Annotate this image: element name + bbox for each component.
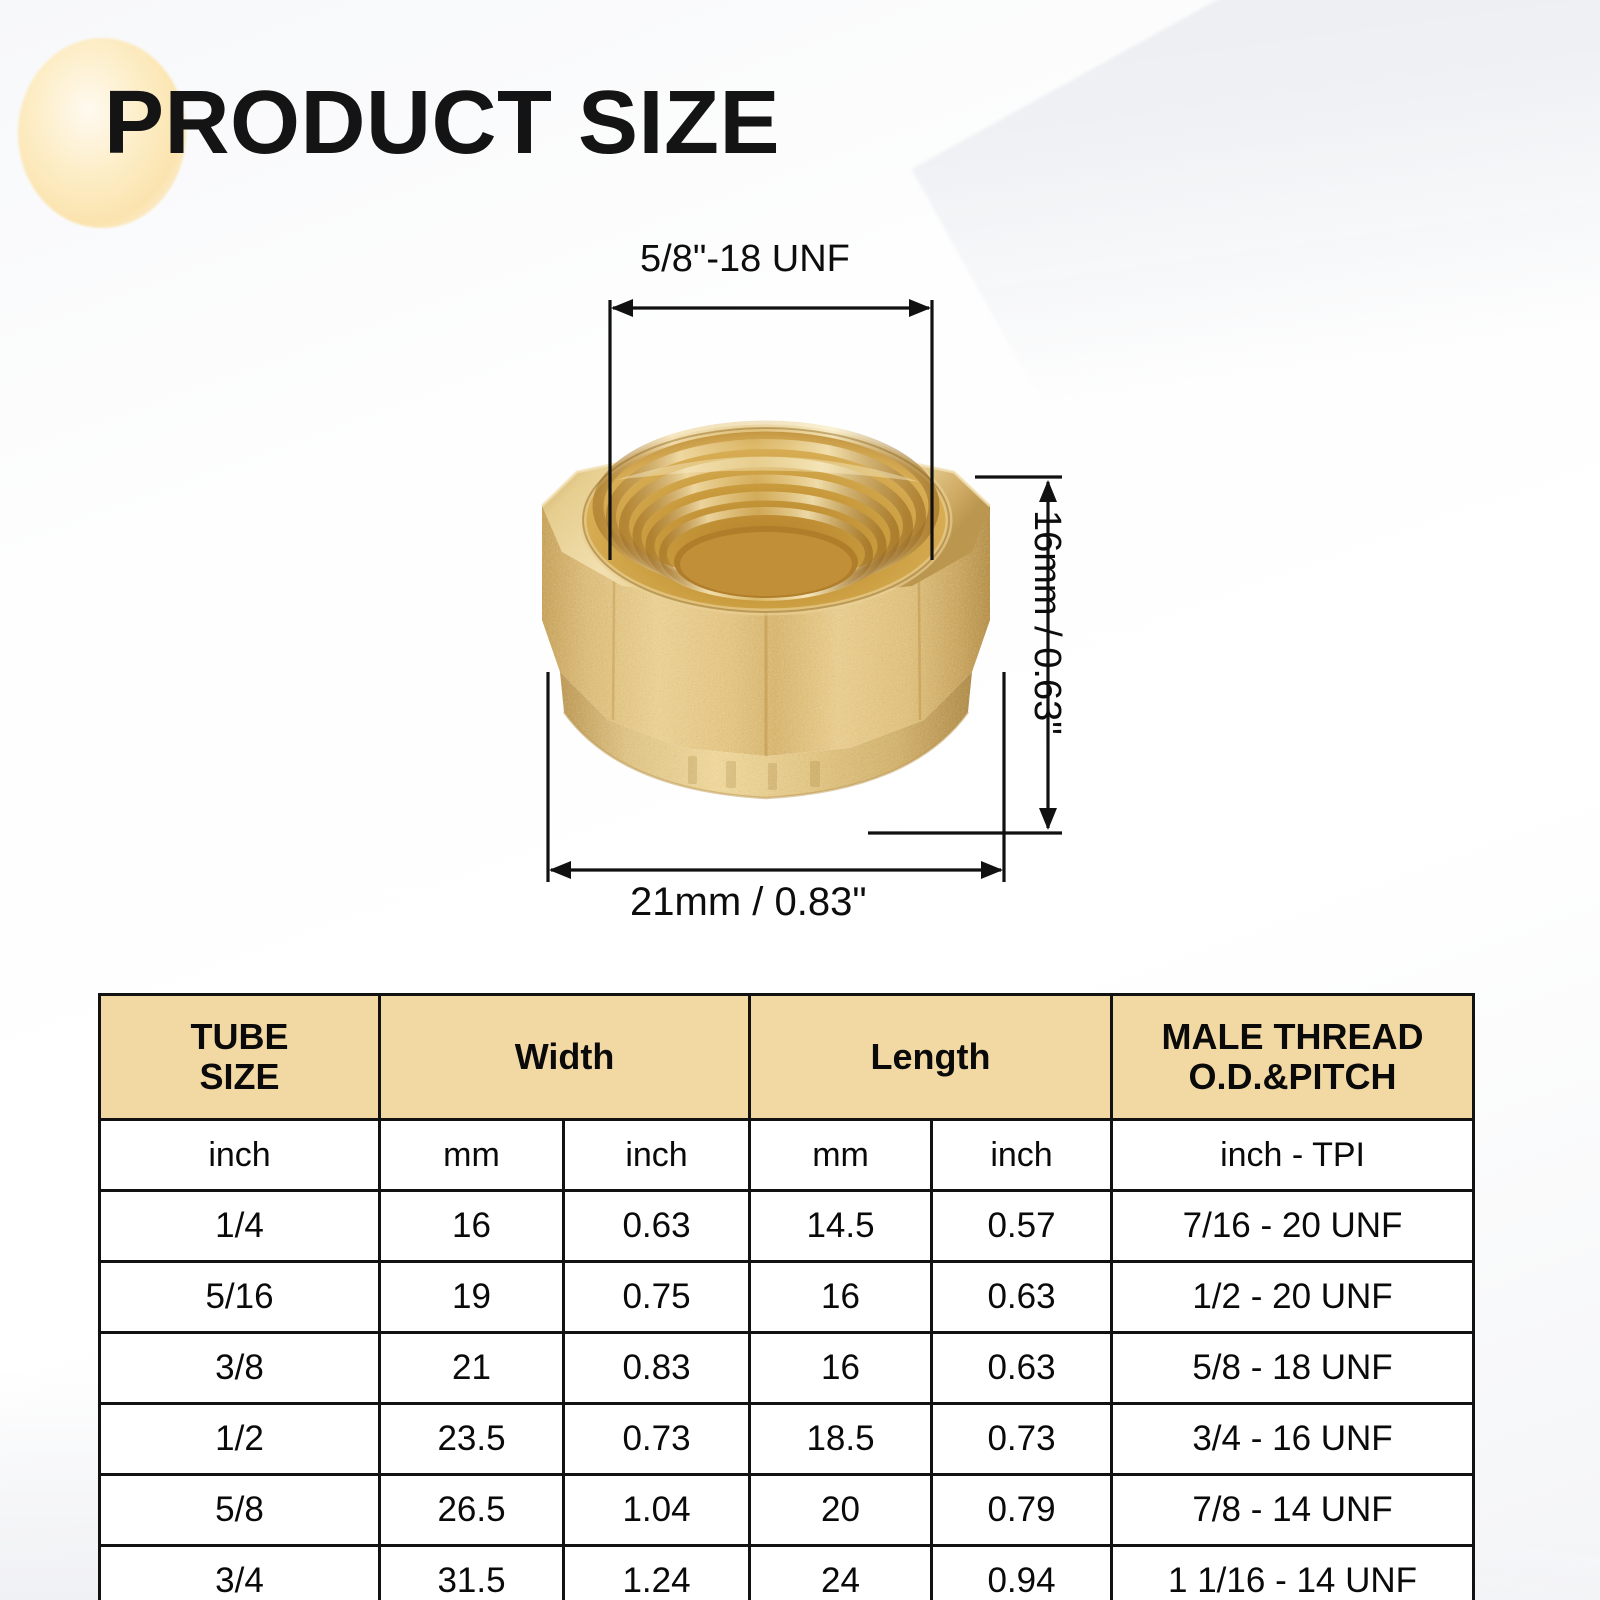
unit-length-mm: mm (748, 1118, 934, 1192)
header-tube-size-line2: SIZE (199, 1056, 280, 1097)
cell-thread: 3/4 - 16 UNF (1110, 1402, 1476, 1476)
cell-thread: 5/8 - 18 UNF (1110, 1331, 1476, 1405)
cell-width-mm: 31.5 (378, 1544, 565, 1600)
cell-tube-size: 1/2 (98, 1402, 381, 1476)
cell-thread: 1/2 - 20 UNF (1110, 1260, 1476, 1334)
table-row: 5/16 19 0.75 16 0.63 1/2 - 20 UNF (98, 1260, 1476, 1334)
cell-width-inch: 0.83 (561, 1331, 752, 1405)
product-size-table: TUBE SIZE Width Length MALE THREAD O.D.&… (98, 993, 1476, 1600)
unit-width-mm: mm (378, 1118, 565, 1192)
unit-thread: inch - TPI (1110, 1118, 1476, 1192)
header-male-thread: MALE THREAD O.D.&PITCH (1110, 993, 1476, 1121)
header-male-thread-line1: MALE THREAD (1161, 1015, 1424, 1057)
header-tube-size-line1: TUBE (190, 1015, 289, 1057)
cell-length-mm: 20 (748, 1473, 934, 1547)
cell-width-inch: 1.04 (561, 1473, 752, 1547)
table-units-row: inch mm inch mm inch inch - TPI (98, 1118, 1476, 1192)
cell-tube-size: 3/4 (98, 1544, 381, 1600)
cell-tube-size: 5/8 (98, 1473, 381, 1547)
cell-length-mm: 14.5 (748, 1189, 934, 1263)
cell-width-inch: 1.24 (561, 1544, 752, 1600)
cell-width-mm: 16 (378, 1189, 565, 1263)
cell-length-inch: 0.57 (930, 1189, 1114, 1263)
dimension-label-height: 16mm / 0.63" (1026, 510, 1068, 735)
cell-length-inch: 0.63 (930, 1331, 1114, 1405)
unit-width-inch: inch (561, 1118, 752, 1192)
brass-hex-cap-nut-image (540, 420, 992, 800)
product-illustration-zone: 5/8"-18 UNF 16mm / 0.63" 21mm / 0.83" (0, 220, 1600, 960)
cell-width-inch: 0.63 (561, 1189, 752, 1263)
cell-length-mm: 16 (748, 1331, 934, 1405)
header-male-thread-line2: O.D.&PITCH (1188, 1056, 1397, 1097)
cell-tube-size: 3/8 (98, 1331, 381, 1405)
table-row: 1/2 23.5 0.73 18.5 0.73 3/4 - 16 UNF (98, 1402, 1476, 1476)
cell-length-inch: 0.63 (930, 1260, 1114, 1334)
cell-length-inch: 0.94 (930, 1544, 1114, 1600)
cell-length-inch: 0.79 (930, 1473, 1114, 1547)
table-header-row: TUBE SIZE Width Length MALE THREAD O.D.&… (98, 993, 1476, 1121)
cell-width-inch: 0.75 (561, 1260, 752, 1334)
table-row: 3/4 31.5 1.24 24 0.94 1 1/16 - 14 UNF (98, 1544, 1476, 1600)
cell-width-mm: 26.5 (378, 1473, 565, 1547)
cell-width-mm: 21 (378, 1331, 565, 1405)
cell-length-mm: 18.5 (748, 1402, 934, 1476)
unit-tube-size: inch (98, 1118, 381, 1192)
header-tube-size: TUBE SIZE (98, 993, 381, 1121)
table-row: 1/4 16 0.63 14.5 0.57 7/16 - 20 UNF (98, 1189, 1476, 1263)
table-row: 3/8 21 0.83 16 0.63 5/8 - 18 UNF (98, 1331, 1476, 1405)
cell-width-mm: 19 (378, 1260, 565, 1334)
cell-length-mm: 16 (748, 1260, 934, 1334)
page-title: PRODUCT SIZE (104, 73, 781, 173)
header-length: Length (748, 993, 1114, 1121)
table-row: 5/8 26.5 1.04 20 0.79 7/8 - 14 UNF (98, 1473, 1476, 1547)
title-accent-ellipse (18, 38, 186, 228)
cell-thread: 1 1/16 - 14 UNF (1110, 1544, 1476, 1600)
cell-thread: 7/16 - 20 UNF (1110, 1189, 1476, 1263)
unit-length-inch: inch (930, 1118, 1114, 1192)
cell-tube-size: 1/4 (98, 1189, 381, 1263)
dimension-lines (546, 299, 1062, 882)
dimension-label-thread: 5/8"-18 UNF (640, 238, 850, 280)
dimension-label-width: 21mm / 0.83" (630, 880, 867, 924)
cell-thread: 7/8 - 14 UNF (1110, 1473, 1476, 1547)
cell-width-inch: 0.73 (561, 1402, 752, 1476)
cell-length-mm: 24 (748, 1544, 934, 1600)
cell-length-inch: 0.73 (930, 1402, 1114, 1476)
header-width: Width (377, 993, 752, 1121)
cell-width-mm: 23.5 (378, 1402, 565, 1476)
cell-tube-size: 5/16 (98, 1260, 381, 1334)
